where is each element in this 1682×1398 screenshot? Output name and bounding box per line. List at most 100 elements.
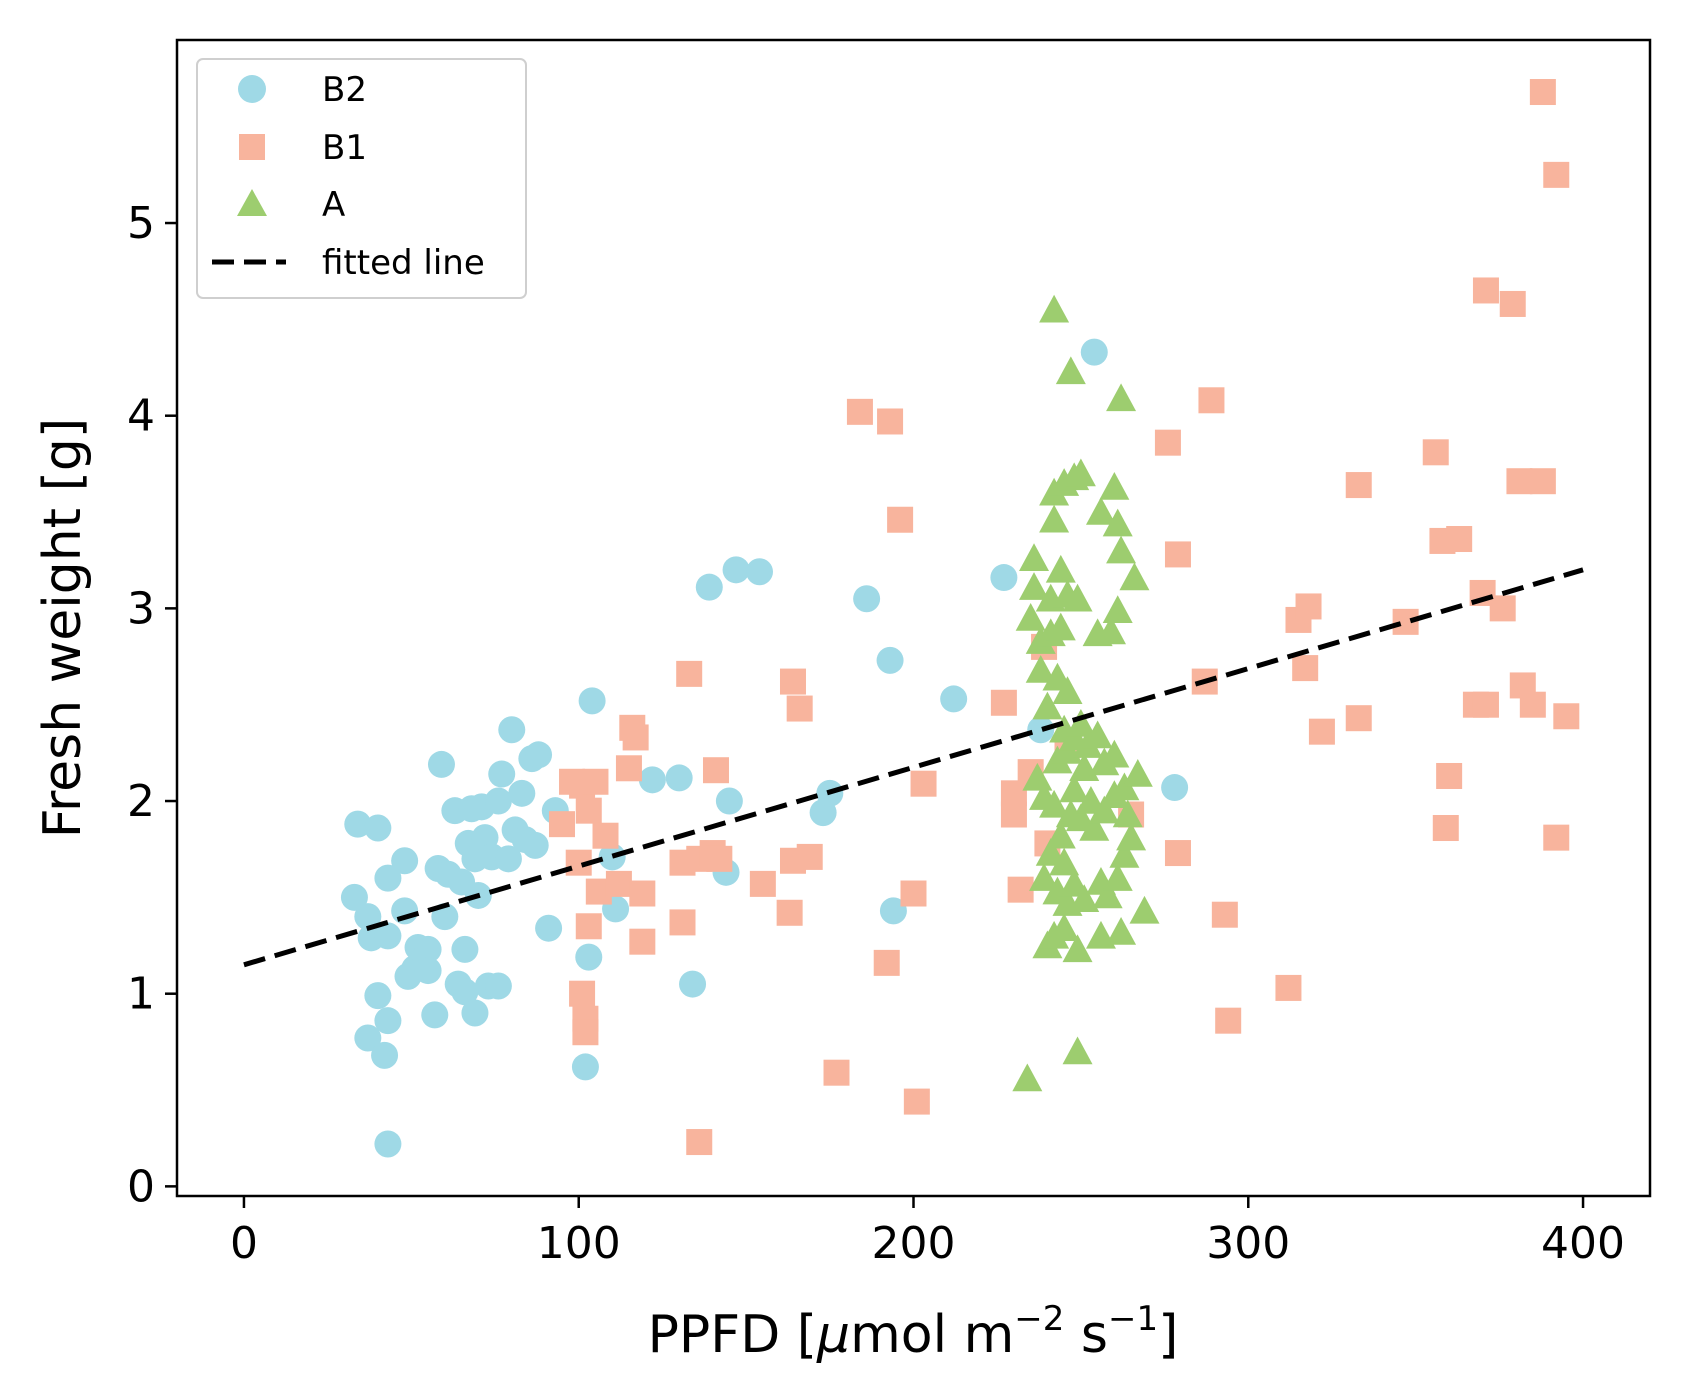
data-point-a [1039, 294, 1070, 323]
data-point-a [1069, 884, 1100, 913]
data-point-b1 [629, 928, 656, 955]
data-point-b2 [391, 897, 419, 925]
legend-box [196, 58, 527, 299]
data-point-b1 [1164, 840, 1191, 867]
data-point-b2 [498, 716, 526, 744]
data-point-a [1065, 458, 1096, 487]
data-point-b2 [508, 779, 536, 807]
data-point-b1 [1432, 815, 1459, 842]
data-point-a [1099, 471, 1130, 500]
data-point-a [1096, 616, 1127, 645]
data-point-b2 [722, 556, 750, 584]
data-point-a [1049, 847, 1080, 876]
data-point-a [1102, 508, 1133, 537]
legend: B2 B1 A fitted line [196, 58, 527, 299]
fitted-line [243, 567, 1584, 968]
data-point-a [1062, 934, 1093, 963]
data-point-a [1059, 774, 1090, 803]
data-point-b2 [571, 1053, 599, 1081]
data-point-a [1039, 504, 1070, 533]
data-point-b2 [421, 1001, 449, 1029]
legend-marker-b1 [239, 134, 265, 160]
data-point-b1 [1489, 595, 1516, 622]
data-point-a [1085, 497, 1116, 525]
data-point-b1 [702, 757, 729, 784]
x-tick-label: 200 [872, 1218, 956, 1269]
data-point-b1 [1529, 468, 1556, 495]
y-tick-label: 2 [127, 776, 155, 827]
data-point-b2 [575, 943, 603, 971]
data-point-a [1082, 720, 1113, 749]
y-tick-label: 5 [127, 198, 155, 249]
legend-marker-b2 [238, 75, 266, 103]
fitted-line-layer [243, 567, 1584, 968]
data-point-b2 [853, 585, 881, 613]
data-point-b2 [340, 883, 368, 911]
data-point-b2 [494, 845, 522, 873]
data-point-b1 [1446, 526, 1473, 553]
data-point-a [1032, 691, 1063, 720]
data-point-b1 [1164, 541, 1191, 568]
data-point-b1 [1292, 655, 1319, 682]
data-point-a [1052, 676, 1083, 704]
data-point-b2 [638, 766, 666, 794]
data-point-a [1045, 554, 1076, 583]
x-tick-label: 400 [1541, 1218, 1625, 1269]
data-point-b2 [354, 903, 382, 931]
data-point-b1 [1472, 277, 1499, 304]
data-point-b1 [910, 770, 937, 797]
data-point-b1 [706, 845, 733, 872]
x-tick-label: 0 [230, 1218, 258, 1269]
data-point-b2 [990, 564, 1018, 592]
data-point-b2 [1080, 338, 1108, 366]
data-point-b2 [488, 760, 516, 788]
data-point-b2 [665, 764, 693, 792]
data-point-b1 [1543, 161, 1570, 188]
data-point-b2 [374, 1130, 402, 1158]
data-point-b1 [622, 724, 649, 751]
data-point-b2 [364, 814, 392, 842]
data-point-a [1055, 356, 1086, 385]
data-point-b1 [615, 755, 642, 782]
series-b1 [548, 79, 1580, 1156]
x-axis-ticks: 0 100 200 300 400 [230, 1196, 1625, 1269]
data-point-b2 [374, 1007, 402, 1035]
data-point-a [1106, 917, 1137, 945]
data-point-b1 [1506, 468, 1533, 495]
data-point-b1 [582, 768, 609, 795]
data-point-b1 [796, 843, 823, 870]
data-point-b1 [669, 909, 696, 936]
data-point-b2 [525, 741, 553, 769]
data-point-b2 [371, 1041, 399, 1069]
data-point-b2 [414, 935, 442, 963]
data-point-b1 [569, 980, 596, 1007]
data-point-b1 [776, 899, 803, 926]
data-point-b2 [535, 914, 563, 942]
data-point-b2 [746, 558, 774, 586]
data-point-b2 [715, 787, 743, 815]
data-point-b2 [414, 957, 442, 985]
series-b2 [340, 338, 1189, 1158]
data-point-a [1102, 863, 1133, 891]
data-point-a [1112, 799, 1143, 828]
data-point-b2 [578, 687, 606, 715]
data-point-b1 [846, 398, 873, 425]
data-point-b2 [374, 922, 402, 950]
data-point-a [1012, 1063, 1043, 1092]
data-point-a [1089, 795, 1120, 824]
data-point-b1 [592, 822, 619, 849]
data-point-b1 [823, 1059, 850, 1086]
data-point-b1 [1000, 801, 1027, 828]
data-point-a [1116, 822, 1147, 851]
data-point-b1 [1007, 876, 1034, 903]
data-point-b1 [605, 870, 632, 897]
points-layer [340, 79, 1580, 1158]
data-point-a [1045, 820, 1076, 849]
data-point-b1 [1529, 79, 1556, 106]
series-a [1012, 294, 1160, 1092]
data-point-b2 [1027, 716, 1055, 744]
data-point-a [1129, 895, 1160, 924]
data-point-b1 [1519, 691, 1546, 718]
data-point-b1 [1543, 824, 1570, 851]
